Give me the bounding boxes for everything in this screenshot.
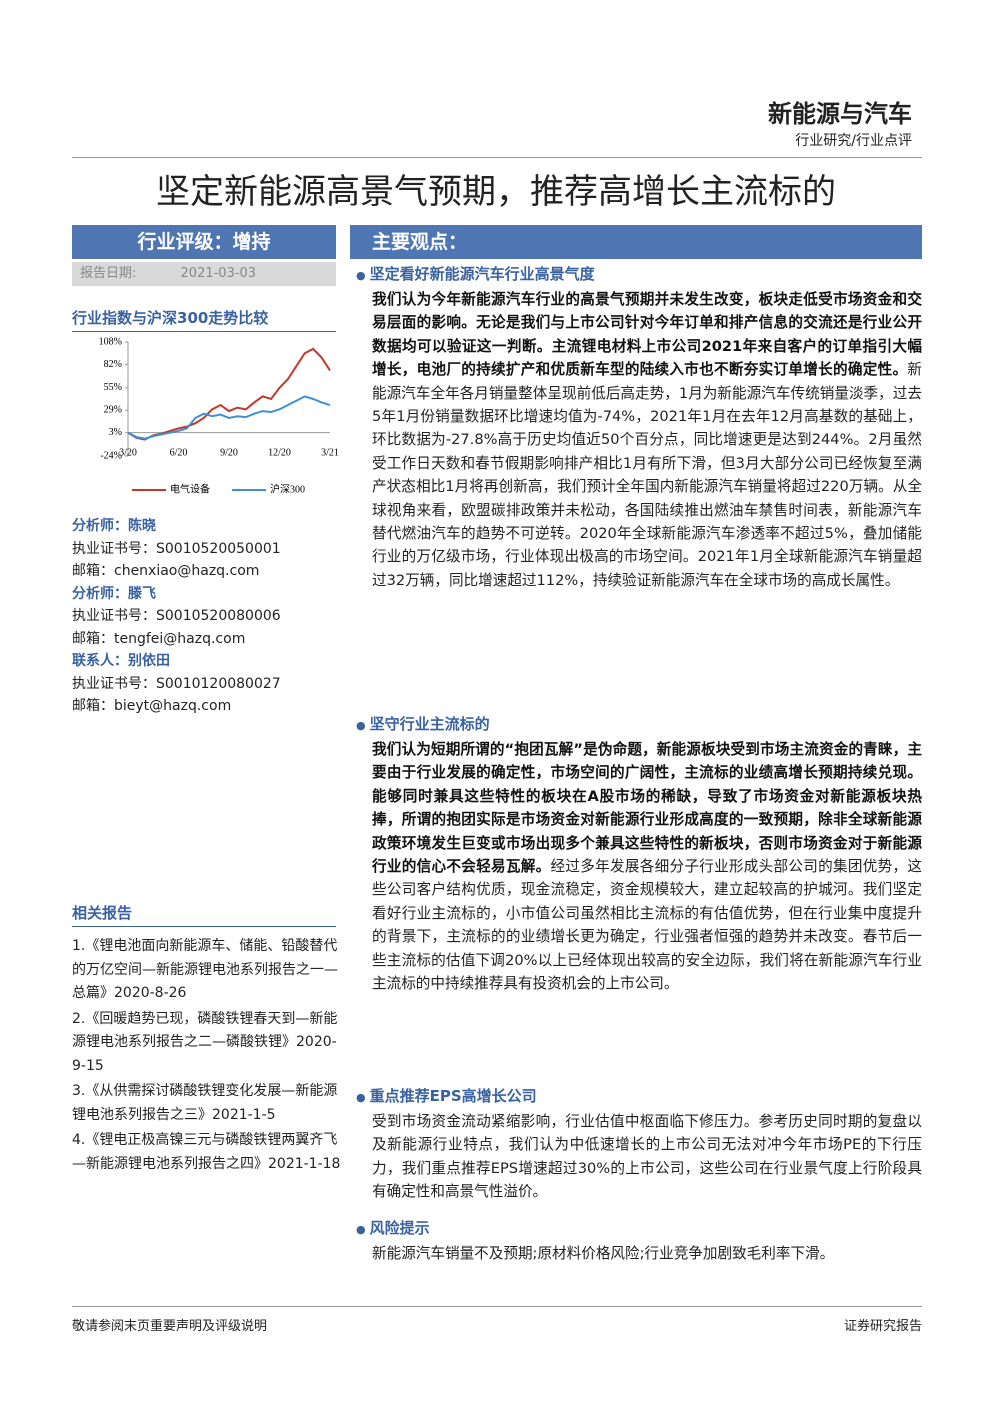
related-item: 2.《回暖趋势已现，磷酸铁锂春天到—新能源锂电池系列报告之二—磷酸铁锂》2020… xyxy=(72,1010,338,1074)
section-heading: 坚守行业主流标的 xyxy=(356,712,922,738)
chart-title: 行业指数与沪深300走势比较 xyxy=(72,307,336,332)
section: 重点推荐EPS高增长公司受到市场资金流动紧缩影响，行业估值中枢面临下修压力。参考… xyxy=(356,1084,922,1204)
related-list: 1.《锂电池面向新能源车、储能、铅酸替代的万亿空间—新能源锂电池系列报告之一—总… xyxy=(72,935,350,1178)
section-body: 新能源汽车销量不及预期;原材料价格风险;行业竞争加剧致毛利率下滑。 xyxy=(372,1245,835,1262)
section-bold: 我们认为短期所谓的“抱团瓦解”是伪命题，新能源板块受到市场主流资金的青睐，主要由… xyxy=(372,741,922,876)
series-line xyxy=(127,347,331,441)
analyst-license: 执业证书号：S0010120080027 xyxy=(72,675,281,692)
rule xyxy=(72,1306,922,1307)
category: 行业研究/行业点评 xyxy=(795,133,912,149)
x-tick-label: 3/21 xyxy=(321,447,339,458)
section-bold: 我们认为今年新能源汽车行业的高景气预期并未发生改变，板块走低受市场资金和交易层面… xyxy=(372,291,922,379)
y-tick-label: 29% xyxy=(104,405,122,416)
series-line xyxy=(127,395,331,440)
main-heading: 主要观点： xyxy=(350,225,922,259)
analyst-email: 邮箱：tengfei@hazq.com xyxy=(72,630,246,647)
date-label: 报告日期: xyxy=(80,266,137,281)
y-tick-label: 82% xyxy=(104,359,122,370)
section-body: 受到市场资金流动紧缩影响，行业估值中枢面临下修压力。参考历史同时期的复盘以及新能… xyxy=(372,1113,922,1201)
section-heading: 重点推荐EPS高增长公司 xyxy=(356,1084,922,1110)
y-tick-label: 55% xyxy=(104,382,122,393)
y-tick-label: -24% xyxy=(100,450,122,461)
analysts: 分析师：陈晓执业证书号：S0010520050001 邮箱：chenxiao@ha… xyxy=(72,515,342,718)
section-body: 新能源汽车全年各月销量整体呈现前低后高走势，1月为新能源汽车传统销量淡季，过去5… xyxy=(372,361,922,589)
section-heading: 风险提示 xyxy=(356,1216,922,1242)
section-text: 新能源汽车销量不及预期;原材料价格风险;行业竞争加剧致毛利率下滑。 xyxy=(372,1242,922,1265)
analyst-license: 执业证书号：S0010520050001 xyxy=(72,540,281,557)
legend-label: 电气设备 xyxy=(170,482,210,495)
report-date: 报告日期: 2021-03-03 xyxy=(72,262,336,286)
analyst-email: 邮箱：chenxiao@hazq.com xyxy=(72,563,260,579)
section-body: 经过多年发展各细分子行业形成头部公司的集团优势，这些公司客户结构优质，现金流稳定… xyxy=(372,858,922,993)
related-item: 3.《从供需探讨磷酸铁锂变化发展—新能源锂电池系列报告之三》2021-1-5 xyxy=(72,1083,338,1123)
rule xyxy=(72,157,922,158)
x-tick-label: 9/20 xyxy=(220,447,238,458)
related-item: 1.《锂电池面向新能源车、储能、铅酸替代的万亿空间—新能源锂电池系列报告之一—总… xyxy=(72,938,338,1001)
related-heading: 相关报告 xyxy=(72,902,336,927)
analyst-title: 联系人：别依田 xyxy=(72,653,170,669)
section: 坚定看好新能源汽车行业高景气度我们认为今年新能源汽车行业的高景气预期并未发生改变… xyxy=(356,262,922,592)
x-tick-label: 6/20 xyxy=(170,447,188,458)
section-text: 我们认为今年新能源汽车行业的高景气预期并未发生改变，板块走低受市场资金和交易层面… xyxy=(372,288,922,592)
section: 坚守行业主流标的我们认为短期所谓的“抱团瓦解”是伪命题，新能源板块受到市场主流资… xyxy=(356,712,922,995)
x-tick-label: 3/20 xyxy=(119,447,137,458)
legend-label: 沪深300 xyxy=(270,482,305,495)
title: 坚定新能源高景气预期，推荐高增长主流标的 xyxy=(156,172,836,212)
related-item: 4.《锂电正极高镍三元与磷酸铁锂两翼齐飞—新能源锂电池系列报告之四》2021-1… xyxy=(72,1132,341,1172)
footer-left: 敬请参阅末页重要声明及评级说明 xyxy=(72,1319,268,1334)
y-tick-label: 3% xyxy=(109,427,122,438)
rating: 行业评级：增持 xyxy=(72,225,336,259)
footer-right: 证券研究报告 xyxy=(843,1319,922,1334)
main-heading-text: 主要观点： xyxy=(372,231,468,253)
analyst-email: 邮箱：bieyt@hazq.com xyxy=(72,698,232,714)
sector: 新能源与汽车 xyxy=(768,100,912,128)
analyst-title: 分析师：滕飞 xyxy=(72,585,156,602)
section-text: 受到市场资金流动紧缩影响，行业估值中枢面临下修压力。参考历史同时期的复盘以及新能… xyxy=(372,1110,922,1204)
x-tick-label: 12/20 xyxy=(268,447,291,458)
chart: 108% 82% 55% 29% 3% -24%3/20 6/20 9/20 12/20 3/21… xyxy=(99,336,339,495)
analyst-title: 分析师：陈晓 xyxy=(72,518,156,534)
section-heading: 坚定看好新能源汽车行业高景气度 xyxy=(356,262,922,288)
y-tick-label: 108% xyxy=(99,336,122,347)
analyst-license: 执业证书号：S0010520080006 xyxy=(72,608,281,624)
section-text: 我们认为短期所谓的“抱团瓦解”是伪命题，新能源板块受到市场主流资金的青睐，主要由… xyxy=(372,738,922,995)
date-value: 2021-03-03 xyxy=(180,266,257,281)
